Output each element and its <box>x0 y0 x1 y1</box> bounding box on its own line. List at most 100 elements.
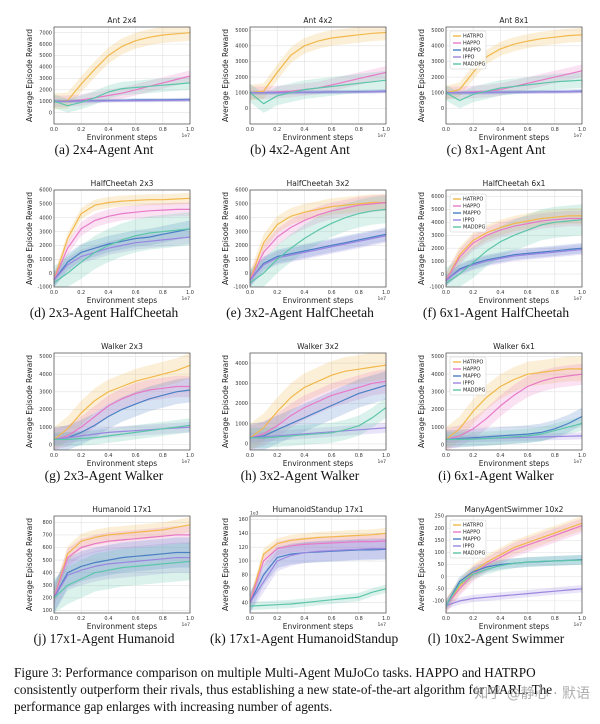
y-axis-label: Average Episode Reward <box>25 518 34 611</box>
chart-panel: 0 1000 2000 3000 4000 5000 6000 7000 0.0 0.2 0.4 0.… <box>14 12 194 164</box>
x-axis-label: Environment steps <box>283 622 353 631</box>
band-happo <box>446 64 582 99</box>
y-tick-label: 500 <box>42 558 52 564</box>
y-tick-label: 200 <box>42 596 52 602</box>
y-tick-label: 0 <box>49 271 52 277</box>
plot-frame <box>53 26 191 125</box>
series-line-ippo <box>54 99 191 102</box>
legend-label: HAPPO <box>463 530 480 536</box>
series-line-happo <box>445 373 583 440</box>
series-line-ippo <box>249 427 387 439</box>
x-tick-label: 0.2 <box>469 127 477 133</box>
y-tick-label: 1000 <box>431 90 444 96</box>
band-maddpg <box>250 195 386 287</box>
plot-frame <box>53 352 191 451</box>
y-tick-label: 100 <box>238 559 248 565</box>
x-tick-label: 0.4 <box>300 616 308 622</box>
legend-label: MAPPO <box>463 211 481 217</box>
chart-panel: -1000 0 1000 2000 3000 4000 5000 6000 0.0 0.2 0.4 0… <box>406 175 586 327</box>
chart-svg: 0 1000 2000 3000 4000 5000 0.0 0.2 0.4 0.6 0.8 1.0 W… <box>417 342 586 468</box>
y-tick-label: 0 <box>245 271 248 277</box>
band-ippo <box>54 421 190 445</box>
y-tick-label: 6000 <box>39 188 52 194</box>
x-tick-label: 0.4 <box>300 453 308 459</box>
series-line-hatrpo <box>249 532 387 603</box>
y-tick-label: 3000 <box>39 390 52 396</box>
plot-area <box>250 27 386 124</box>
y-tick-label: 0 <box>245 442 248 448</box>
x-tick-label: 0.8 <box>159 290 167 296</box>
x-tick-label: 0.0 <box>246 453 254 459</box>
chart-title: Humanoid 17x1 <box>92 505 152 514</box>
y-tick-label: 3000 <box>431 233 444 239</box>
series-line-hatrpo <box>445 34 583 94</box>
y-tick-label: 40 <box>242 600 248 606</box>
plot-frame <box>249 189 387 288</box>
series-line-maddpg <box>54 424 191 441</box>
y-tick-label: -50 <box>436 586 444 592</box>
band-happo <box>54 375 190 450</box>
y-tick-label: 1000 <box>235 90 248 96</box>
y-tick-label: 80 <box>242 573 248 579</box>
y-tick-label: 50 <box>438 562 444 568</box>
legend-label: IPPO <box>463 218 475 224</box>
plot-frame <box>53 515 191 614</box>
series-line-ippo <box>53 556 190 599</box>
x-tick-label: 0.8 <box>551 616 559 622</box>
series-line-hatrpo <box>53 197 191 281</box>
series-line-happo <box>249 540 387 603</box>
x-tick-label: 0.2 <box>77 290 85 296</box>
band-happo <box>250 66 386 99</box>
x-axis-label: Environment steps <box>87 296 157 305</box>
x-tick-label: 0.0 <box>246 290 254 296</box>
y-tick-label: 5000 <box>431 28 444 34</box>
y-axis-label: Average Episode Reward <box>25 355 34 448</box>
x-tick-label: 0.4 <box>496 290 504 296</box>
y-tick-label: 7000 <box>39 30 52 36</box>
x-tick-label: 1.0 <box>382 453 390 459</box>
y-tick-label: 1000 <box>39 425 52 431</box>
chart-svg: 40 60 80 100 120 140 160 0.0 0.2 0.4 0.6 0.8 1.0 Huma… <box>221 505 390 631</box>
y-tick-label: 3000 <box>431 390 444 396</box>
y-axis-label: Average Episode Reward <box>417 192 426 285</box>
x-axis-label: Environment steps <box>283 459 353 468</box>
x-exponent-label: 1e7 <box>182 133 191 139</box>
y-tick-label: 2000 <box>431 75 444 81</box>
x-tick-label: 0.6 <box>328 290 336 296</box>
y-tick-label: 5000 <box>39 202 52 208</box>
panel-caption: (a) 2x4-Agent Ant <box>54 142 154 157</box>
series-line-mappo <box>53 389 191 440</box>
x-tick-label: 0.6 <box>524 290 532 296</box>
plot-frame <box>445 515 583 614</box>
x-tick-label: 0.4 <box>300 290 308 296</box>
x-tick-label: 0.0 <box>50 453 58 459</box>
y-tick-label: 250 <box>434 514 444 520</box>
series-line-maddpg <box>53 560 191 599</box>
chart-panel: 100 200 300 400 500 600 700 800 0.0 0.2 0.4 0.6 0.8 1… <box>14 501 194 653</box>
y-axis-label: Average Episode Reward <box>417 29 426 122</box>
x-tick-label: 0.8 <box>159 127 167 133</box>
series-line-ippo <box>53 236 191 281</box>
x-tick-label: 0.0 <box>442 616 450 622</box>
y-tick-label: 800 <box>42 520 52 526</box>
chart-panel: -100 -50 0 50 100 150 200 250 0.0 0.2 0.4 0.6 0.8 1.0… <box>406 501 586 653</box>
y-axis-label: Average Episode Reward <box>221 518 230 611</box>
y-tick-label: 2000 <box>235 75 248 81</box>
x-tick-label: 0.4 <box>300 127 308 133</box>
x-tick-label: 0.6 <box>328 616 336 622</box>
band-ippo <box>54 542 190 613</box>
y-tick-label: 4000 <box>39 65 52 71</box>
x-tick-label: 1.0 <box>382 290 390 296</box>
plot-frame <box>445 189 583 288</box>
chart-svg: 0 1000 2000 3000 4000 5000 0.0 0.2 0.4 0.6 0.8 1.0 A… <box>417 16 586 142</box>
chart-panel: 0 1000 2000 3000 4000 0.0 0.2 0.4 0.6 0.8 1.0 Walke… <box>210 338 390 490</box>
band-maddpg <box>446 204 582 287</box>
series-line-mappo <box>249 548 387 603</box>
series-line-hatrpo <box>445 522 583 607</box>
y-tick-label: 4000 <box>431 220 444 226</box>
band-maddpg <box>54 418 190 447</box>
x-tick-label: 0.8 <box>355 616 363 622</box>
chart-title: HalfCheetah 6x1 <box>483 179 546 188</box>
panel-caption: (g) 2x3-Agent Walker <box>44 468 164 483</box>
y-tick-label: 5000 <box>235 202 248 208</box>
